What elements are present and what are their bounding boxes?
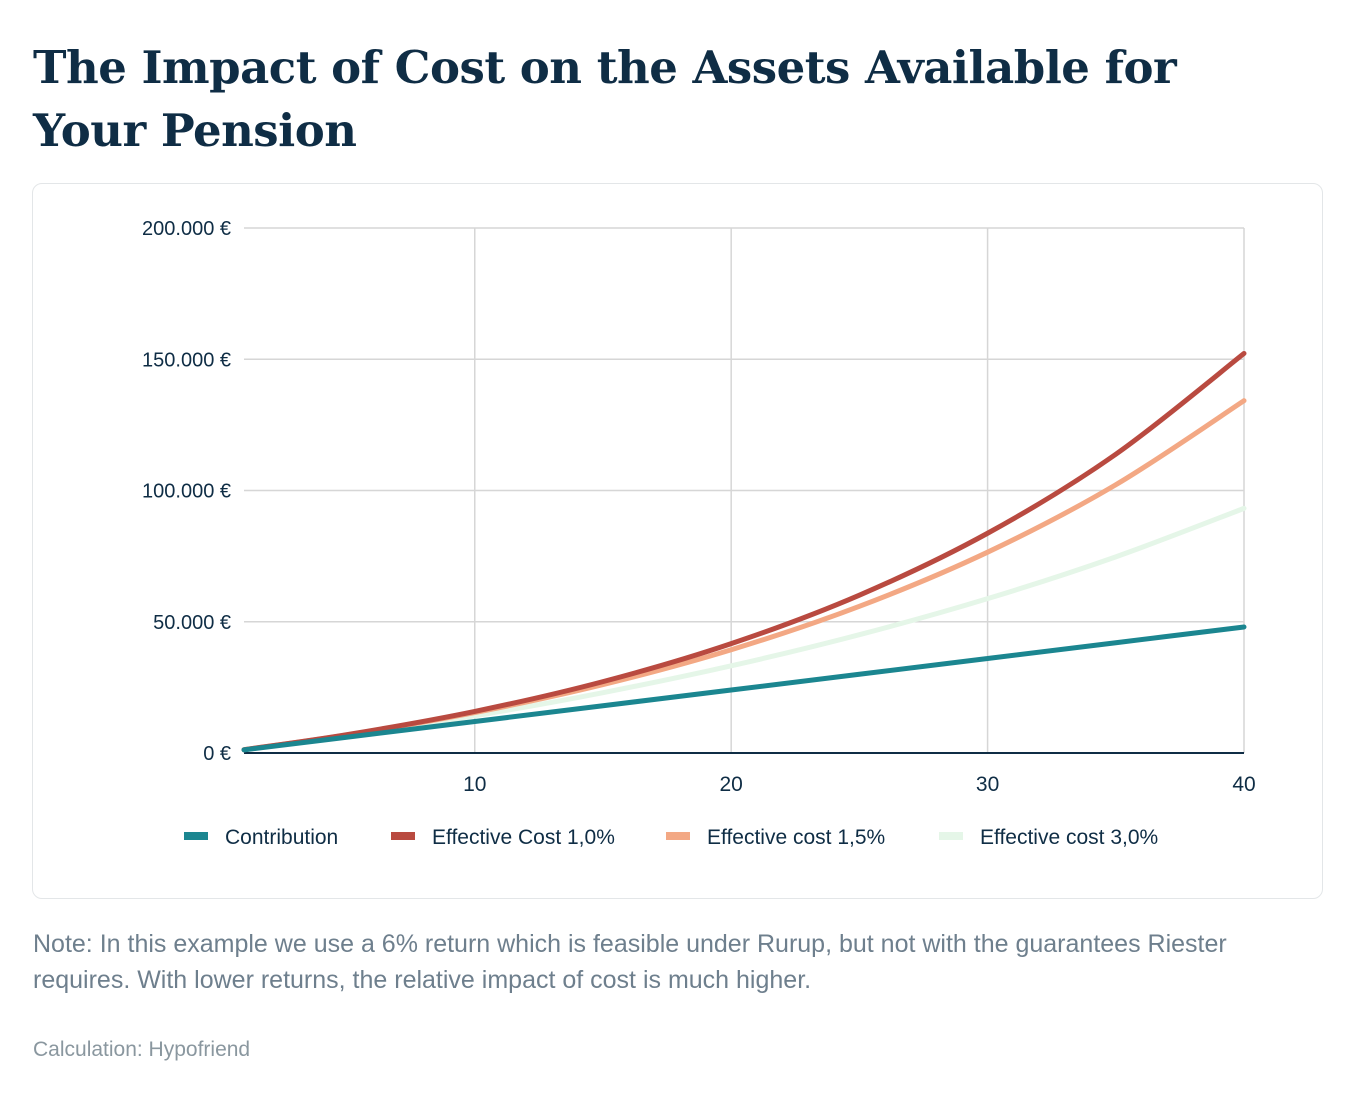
x-tick-label: 20: [719, 773, 742, 796]
series-line-2: [241, 398, 1247, 753]
x-axis-ticks: 10 20 30 40: [463, 773, 1256, 796]
legend-label: Contribution: [225, 826, 338, 849]
grid-lines: [244, 227, 1245, 754]
series-lines: [241, 350, 1247, 753]
y-axis-ticks: 0 € 50.000 € 100.000 € 150.000 € 200.000 €: [142, 218, 231, 765]
line-chart: 0 € 50.000 € 100.000 € 150.000 € 200.000 € 1…: [142, 218, 1256, 849]
legend-item: Effective Cost 1,0%: [391, 826, 615, 849]
page-title: The Impact of Cost on the Assets Availab…: [33, 41, 1177, 157]
series-line-1: [241, 350, 1247, 753]
legend-label: Effective Cost 1,0%: [432, 826, 615, 849]
legend-swatch: [184, 832, 208, 840]
chart-note: Note: In this example we use a 6% return…: [33, 930, 1227, 994]
chart-card: 0 € 50.000 € 100.000 € 150.000 € 200.000 € 1…: [32, 183, 1323, 899]
y-tick-label: 150.000 €: [142, 349, 231, 371]
legend-item: Effective cost 1,5%: [666, 826, 885, 849]
legend-label: Effective cost 1,5%: [707, 826, 885, 849]
legend-swatch: [666, 832, 690, 840]
source-credit: Calculation: Hypofriend: [33, 1038, 251, 1061]
y-tick-label: 50.000 €: [153, 612, 231, 634]
series-line-3: [241, 505, 1247, 753]
series-line-0: [241, 624, 1247, 753]
x-tick-label: 30: [976, 773, 999, 796]
x-tick-label: 40: [1232, 773, 1255, 796]
legend-item: Contribution: [184, 826, 338, 849]
legend: Contribution Effective Cost 1,0% Effective…: [184, 826, 1158, 849]
x-tick-label: 10: [463, 773, 486, 796]
legend-label: Effective cost 3,0%: [980, 826, 1158, 849]
legend-item: Effective cost 3,0%: [939, 826, 1158, 849]
y-tick-label: 200.000 €: [142, 218, 231, 240]
legend-swatch: [939, 832, 963, 840]
y-tick-label: 0 €: [203, 743, 231, 765]
y-tick-label: 100.000 €: [142, 481, 231, 503]
legend-swatch: [391, 832, 415, 840]
